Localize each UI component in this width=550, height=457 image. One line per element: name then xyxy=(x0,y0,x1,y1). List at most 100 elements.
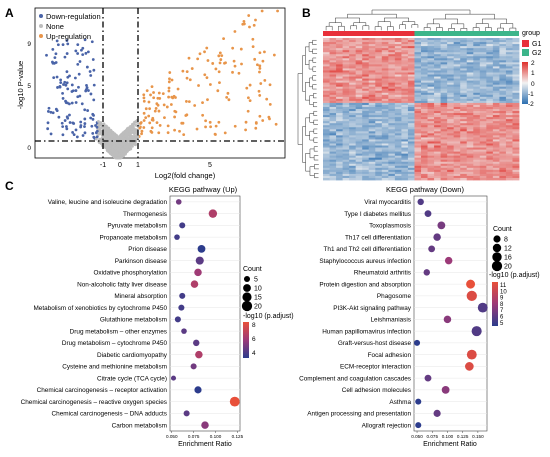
heatmap-cell xyxy=(499,90,507,94)
heatmap-cell xyxy=(349,151,357,155)
heatmap-cell xyxy=(512,151,520,155)
heatmap-cell xyxy=(414,121,422,124)
volcano-point-up xyxy=(161,92,165,95)
heatmap-cell xyxy=(329,161,337,165)
heatmap-cell xyxy=(421,62,428,65)
heatmap-cell xyxy=(414,129,422,132)
heatmap-cell xyxy=(394,121,402,124)
heatmap-cell xyxy=(342,149,350,152)
heatmap-cell xyxy=(329,86,337,90)
dendrogram-branch xyxy=(509,27,517,32)
heatmap-cell xyxy=(388,155,396,159)
heatmap-cell xyxy=(466,139,474,142)
heatmap-cell xyxy=(414,135,422,138)
heatmap-cell xyxy=(329,173,337,177)
heatmap-cell xyxy=(394,127,402,130)
heatmap-cell xyxy=(479,78,487,81)
enrichment-dot xyxy=(174,316,181,323)
volcano-point-down xyxy=(61,92,64,95)
heatmap-cell xyxy=(466,48,474,51)
heatmap-cell xyxy=(434,131,441,134)
heatmap-cell xyxy=(336,98,343,102)
category-label: Chemical carcinogenesis – DNA adducts xyxy=(52,411,167,418)
heatmap-cell xyxy=(388,169,396,173)
heatmap-cell xyxy=(460,143,468,146)
heatmap-cell xyxy=(453,165,461,169)
heatmap-cell xyxy=(414,115,422,118)
heatmap-cell xyxy=(466,165,474,169)
volcano-point xyxy=(114,153,118,157)
heatmap-cell xyxy=(505,80,513,84)
heatmap-cell xyxy=(375,106,383,110)
heatmap-cell xyxy=(440,117,448,120)
heatmap-cell xyxy=(407,139,415,142)
volcano-point-up xyxy=(252,23,256,27)
volcano-point-up xyxy=(158,124,162,127)
padj-tick-label: 8 xyxy=(500,302,504,308)
heatmap-cell xyxy=(499,86,507,90)
heatmap-cell xyxy=(512,70,520,73)
heatmap-cell xyxy=(427,177,435,181)
heatmap-cell xyxy=(447,38,455,41)
heatmap-cell xyxy=(447,64,455,67)
heatmap-cell xyxy=(427,109,435,112)
heatmap-cell xyxy=(323,173,330,177)
heatmap-cell xyxy=(349,38,357,41)
size-legend-dot xyxy=(491,260,503,272)
heatmap-cell xyxy=(505,157,513,161)
heatmap-cell xyxy=(355,175,363,179)
size-legend-label: 12 xyxy=(504,246,512,253)
heatmap-cell xyxy=(447,117,455,120)
heatmap-cell xyxy=(375,72,383,75)
heatmap-cell xyxy=(505,94,513,98)
heatmap-cell xyxy=(368,119,376,122)
heatmap-cell xyxy=(473,38,481,41)
heatmap-cell xyxy=(394,52,402,55)
heatmap-cell xyxy=(447,60,455,63)
heatmap-cell xyxy=(473,60,481,63)
heatmap-cell xyxy=(479,117,487,120)
volcano-point xyxy=(99,129,103,133)
heatmap-cell xyxy=(329,88,337,92)
volcano-point xyxy=(97,131,101,135)
volcano-point xyxy=(135,124,138,127)
heatmap-cell xyxy=(440,48,448,51)
volcano-point-down xyxy=(66,87,70,91)
volcano-point-up xyxy=(173,128,176,132)
heatmap-cell xyxy=(355,88,363,92)
heatmap-cell xyxy=(323,131,330,134)
heatmap-cell xyxy=(401,86,409,90)
heatmap-cell xyxy=(368,70,376,73)
heatmap-cell xyxy=(453,155,461,159)
heatmap-cell xyxy=(401,38,409,41)
heatmap-cell xyxy=(336,70,343,73)
heatmap-cell xyxy=(381,135,389,138)
heatmap-cell xyxy=(394,133,402,136)
heatmap-cell xyxy=(512,111,520,114)
heatmap-cell xyxy=(479,38,487,41)
heatmap-cell xyxy=(466,50,474,53)
heatmap-cell xyxy=(401,98,409,102)
volcano-point xyxy=(91,131,95,135)
heatmap-cell xyxy=(479,98,487,102)
volcano-point-up xyxy=(232,59,236,63)
volcano-point-up xyxy=(181,69,185,73)
dendrogram-branch xyxy=(362,25,370,30)
heatmap-cell xyxy=(460,90,468,94)
heatmap-cell xyxy=(342,117,350,120)
heatmap-cell xyxy=(342,64,350,67)
heatmap-cell xyxy=(368,147,376,150)
heatmap-cell xyxy=(466,58,474,61)
heatmap-cell xyxy=(362,143,370,146)
heatmap-cell xyxy=(466,159,474,163)
heatmap-cell xyxy=(434,109,441,112)
heatmap-cell xyxy=(329,72,337,75)
heatmap-cell xyxy=(486,86,494,90)
heatmap-cell xyxy=(505,139,513,142)
heatmap-cell xyxy=(414,173,422,177)
heatmap-cell xyxy=(342,68,350,71)
heatmap-cell xyxy=(473,74,481,77)
heatmap-cell xyxy=(505,111,513,114)
volcano-point-up xyxy=(205,76,209,80)
heatmap-cell xyxy=(447,86,455,90)
